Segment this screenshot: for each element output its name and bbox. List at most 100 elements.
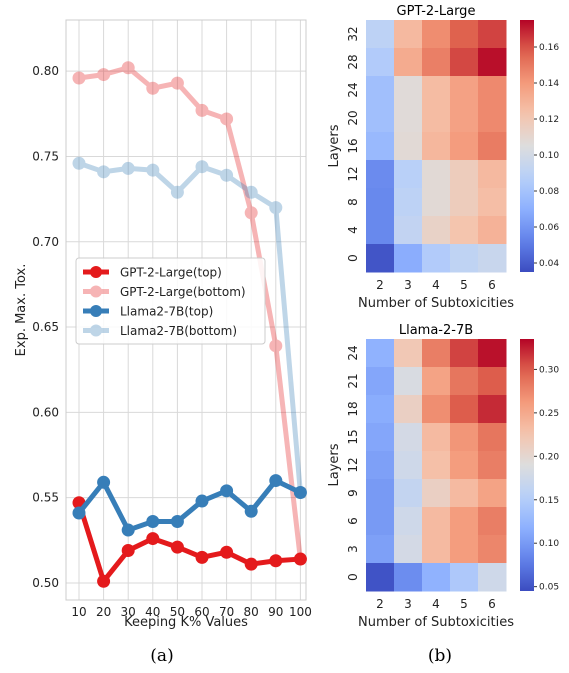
heatmap-cell (422, 535, 451, 564)
heatmap-cell (394, 479, 423, 508)
heatmap-cell (422, 48, 451, 77)
x-tick-label: 2 (376, 597, 384, 611)
data-point (121, 544, 135, 558)
colorbar-tick-label: 0.08 (539, 187, 559, 197)
plot-frame (65, 19, 307, 601)
y-axis-label: Exp. Max. Tox. (14, 264, 29, 357)
caption-b: (b) (428, 646, 452, 666)
x-tick-label: 60 (194, 605, 209, 619)
data-point (220, 168, 234, 182)
x-tick-label: 6 (488, 278, 496, 292)
data-point (121, 161, 135, 175)
heatmap-cell (478, 104, 507, 133)
x-tick-label: 6 (488, 597, 496, 611)
y-axis-label: Layers (327, 443, 342, 486)
data-point (97, 165, 111, 179)
heatmap-cell (478, 423, 507, 452)
colorbar (520, 339, 534, 591)
colorbar-tick-label: 0.25 (539, 409, 559, 419)
heatmap-cell (422, 188, 451, 217)
data-point (72, 506, 86, 520)
y-tick-label: 8 (346, 198, 360, 206)
y-tick-label: 0.70 (32, 235, 59, 249)
heatmap-cell (478, 507, 507, 536)
heatmap-cell (366, 20, 395, 49)
legend-entry-marker-2 (83, 305, 109, 317)
heatmap-cell (450, 132, 479, 161)
y-tick-label: 0.55 (32, 491, 59, 505)
heatmap-cell (394, 188, 423, 217)
heatmap-cell (478, 244, 507, 273)
x-tick-label: 70 (219, 605, 234, 619)
x-tick-label: 4 (432, 278, 440, 292)
heatmap-cell (478, 451, 507, 480)
heatmap-cell (394, 563, 423, 592)
heatmap-cell (366, 188, 395, 217)
heatmap-cell (422, 20, 451, 49)
heatmap-cell (394, 76, 423, 105)
heatmap-cell (422, 395, 451, 424)
data-point (220, 112, 234, 126)
heatmap-cell (366, 244, 395, 273)
heatmap-cell (366, 339, 395, 368)
heatmap-cell (394, 216, 423, 245)
heatmap-cell (366, 535, 395, 564)
heatmap-cell (450, 216, 479, 245)
x-tick-label: 10 (71, 605, 86, 619)
heatmap-cell (394, 132, 423, 161)
data-point (146, 532, 160, 546)
y-tick-label: 12 (346, 457, 360, 472)
heatmap-cell (394, 339, 423, 368)
data-point (146, 163, 160, 177)
legend-label: GPT-2-Large(top) (120, 266, 222, 280)
heatmap-gpt2-large: GPT-2-Large 2 3 4 5 6 32 28 24 20 16 12 8 4 0 Number of… (327, 4, 559, 311)
x-tick-label: 3 (404, 278, 412, 292)
heatmap-cell (478, 563, 507, 592)
data-point (146, 515, 160, 529)
heatmap-cell (450, 563, 479, 592)
heatmap-cell (394, 48, 423, 77)
data-point (170, 76, 184, 90)
heatmap-cell (394, 160, 423, 189)
data-point (146, 81, 160, 95)
heatmap-cell (366, 104, 395, 133)
colorbar-tick-label: 0.05 (539, 583, 559, 593)
heatmap-cell (366, 48, 395, 77)
data-point (170, 540, 184, 554)
heatmap-cell (450, 507, 479, 536)
heatmap-cell (478, 339, 507, 368)
heatmap-cell (478, 479, 507, 508)
x-tick-label: 5 (460, 597, 468, 611)
series-line (76, 502, 301, 584)
y-tick-label: 15 (346, 429, 360, 444)
heatmap-cell (450, 339, 479, 368)
x-tick-label: 5 (460, 278, 468, 292)
x-axis-label: Number of Subtoxicities (358, 615, 514, 630)
colorbar-tick-label: 0.30 (539, 365, 559, 375)
heatmap-cell (422, 451, 451, 480)
colorbar-tick-label: 0.16 (539, 43, 559, 53)
heatmap-cell (422, 132, 451, 161)
y-tick-label: 24 (346, 82, 360, 97)
heatmap-cell (450, 244, 479, 273)
y-tick-label: 0.75 (32, 149, 59, 163)
heatmap-cell (394, 20, 423, 49)
heatmap-cell (366, 216, 395, 245)
y-tick-label: 20 (346, 110, 360, 125)
data-point (121, 523, 135, 537)
colorbar-tick-label: 0.15 (539, 496, 559, 506)
legend-entry-marker-3 (83, 324, 109, 337)
heatmap-cell (422, 367, 451, 396)
y-tick-label: 0.80 (32, 64, 59, 78)
heatmap-cell (366, 479, 395, 508)
y-tick-label: 21 (346, 373, 360, 388)
x-tick-label: 30 (121, 605, 136, 619)
heatmap-cell (478, 535, 507, 564)
legend: GPT-2-Large(top) GPT-2-Large(bottom) Llama… (75, 257, 266, 345)
legend-entry-marker-0 (83, 266, 109, 278)
x-tick-label: 20 (96, 605, 111, 619)
heatmap-cell (478, 76, 507, 105)
y-tick-label: 24 (346, 345, 360, 360)
y-tick-label: 0 (346, 254, 360, 262)
series-line (77, 478, 302, 533)
